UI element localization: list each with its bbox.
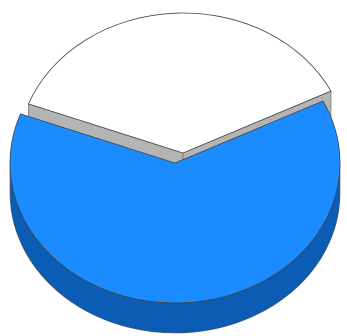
pie-slice-1 (9, 100, 341, 334)
slice-top-face (9, 100, 341, 304)
slice-top-face (27, 12, 332, 154)
